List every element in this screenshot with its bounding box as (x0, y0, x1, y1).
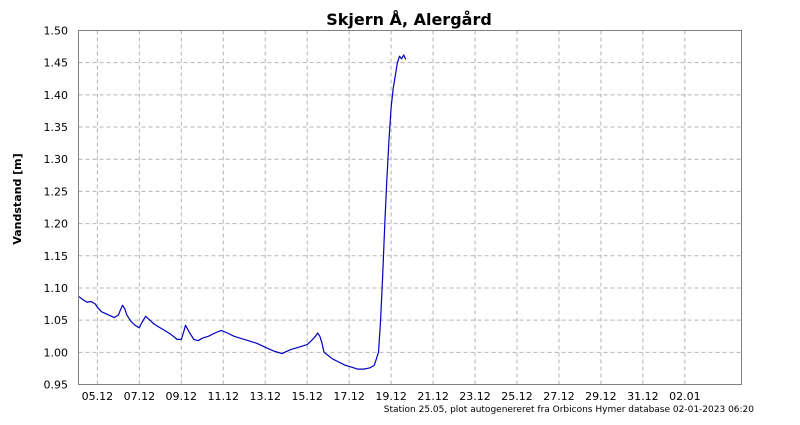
y-tick-label: 1.30 (44, 153, 69, 166)
series-line-vandstand (78, 54, 407, 370)
y-tick-labels: 0.95 1.00 1.05 1.10 1.15 1.20 1.25 1.30 1.35 1.40… (44, 25, 69, 392)
chart-title: Skjern Å, Alergård (326, 10, 492, 29)
y-tick-label: 1.15 (44, 250, 69, 263)
x-tick-label: 11.12 (208, 390, 240, 403)
x-tick-label: 07.12 (124, 390, 156, 403)
series-layer (78, 54, 407, 370)
x-tick-label: 17.12 (333, 390, 365, 403)
x-tick-label: 23.12 (459, 390, 491, 403)
x-tick-label: 19.12 (375, 390, 407, 403)
grid-lines (78, 30, 742, 385)
y-tick-label: 1.05 (44, 314, 69, 327)
x-tick-label: 13.12 (249, 390, 281, 403)
y-tick-label: 0.95 (44, 379, 69, 392)
y-tick-label: 1.20 (44, 218, 69, 231)
y-axis-label: Vandstand [m] (11, 153, 24, 244)
x-tick-label: 29.12 (585, 390, 617, 403)
x-tick-label: 31.12 (627, 390, 659, 403)
x-tick-labels: 05.12 07.12 09.12 11.12 13.12 15.12 17.12 19.12… (82, 390, 701, 403)
x-tick-label: 09.12 (166, 390, 198, 403)
y-tick-label: 1.50 (44, 25, 69, 38)
x-tick-label: 15.12 (291, 390, 323, 403)
y-tick-label: 1.25 (44, 185, 69, 198)
y-tick-label: 1.10 (44, 282, 69, 295)
x-tick-label: 25.12 (501, 390, 533, 403)
y-tick-label: 1.00 (44, 346, 69, 359)
x-tick-label: 21.12 (417, 390, 449, 403)
y-tick-label: 1.35 (44, 121, 69, 134)
footer-note: Station 25.05, plot autogenereret fra Or… (384, 405, 755, 415)
plot-frame (78, 30, 742, 385)
x-tick-label: 05.12 (82, 390, 114, 403)
x-tick-label: 27.12 (543, 390, 575, 403)
y-tick-label: 1.40 (44, 89, 69, 102)
y-tick-label: 1.45 (44, 57, 69, 70)
x-tick-label: 02.01 (669, 390, 701, 403)
